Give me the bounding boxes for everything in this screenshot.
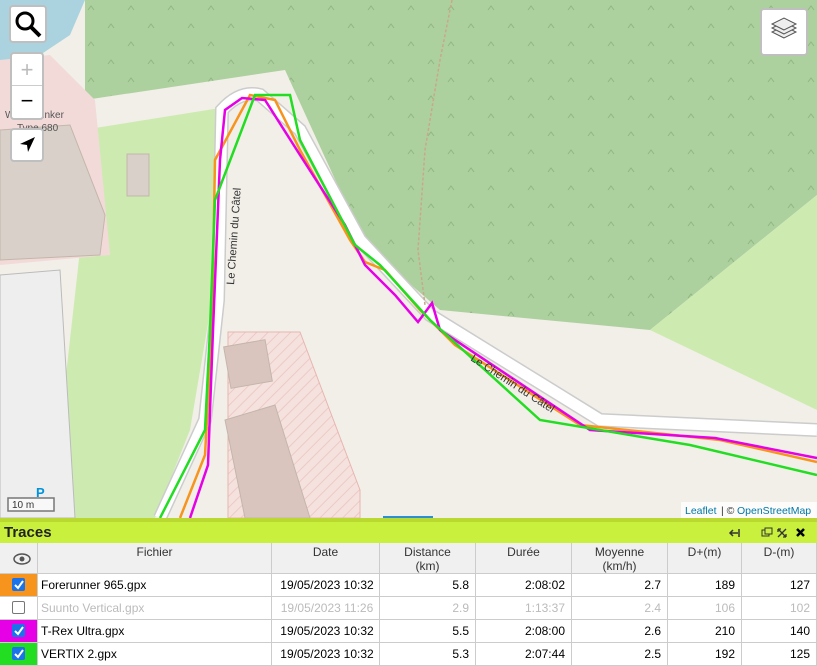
footpath	[417, 0, 453, 306]
column-header[interactable]: D+(m)	[668, 543, 742, 574]
row-color[interactable]	[0, 643, 38, 666]
cell-file[interactable]: T-Rex Ultra.gpx	[38, 620, 272, 643]
parking-label: P	[36, 485, 45, 500]
layers-icon	[770, 17, 798, 39]
checkbox[interactable]	[12, 624, 25, 637]
cell-distance: 5.3	[380, 643, 476, 666]
cell-speed: 2.7	[572, 574, 668, 597]
cell-dplus: 189	[668, 574, 742, 597]
forest	[85, 0, 817, 330]
column-title: Durée	[507, 545, 540, 559]
scale-label: 10 m	[12, 500, 34, 511]
cell-dminus: 125	[742, 643, 817, 666]
cell-file[interactable]: VERTIX 2.gpx	[38, 643, 272, 666]
cell-distance: 5.8	[380, 574, 476, 597]
check-mark	[14, 580, 24, 590]
meadow	[650, 195, 817, 410]
cell-speed: 2.6	[572, 620, 668, 643]
zoom-control: + −	[10, 52, 44, 120]
map: WW2 Bunker Type 680 Le Chemin du Câtel L…	[0, 0, 817, 518]
zoom-in[interactable]: +	[12, 54, 42, 86]
column-header[interactable]: D-(m)	[742, 543, 817, 574]
attribution-bg	[681, 502, 817, 518]
cell-distance: 5.5	[380, 620, 476, 643]
locate-button[interactable]	[10, 128, 44, 162]
panel-border	[0, 518, 817, 522]
row-color[interactable]	[0, 597, 38, 620]
checkbox[interactable]	[12, 601, 25, 614]
column-title: Fichier	[136, 545, 173, 559]
scale-bar	[7, 497, 55, 512]
cell-speed: 2.4	[572, 597, 668, 620]
column-header[interactable]: Distance (km)	[380, 543, 476, 574]
attribution-link[interactable]: Leaflet	[685, 505, 717, 517]
cell-dplus: 210	[668, 620, 742, 643]
cell-duration: 2:07:44	[476, 643, 572, 666]
attribution-link[interactable]: OpenStreetMap	[737, 505, 811, 517]
column-header[interactable]: Date	[272, 543, 380, 574]
road	[155, 88, 817, 518]
building	[224, 404, 311, 518]
panel-tools[interactable]	[728, 526, 813, 540]
column-title: Moyenne	[594, 545, 645, 559]
traces-table: Fichier Date Distance (km) Durée Moyenne (km/h…	[0, 543, 817, 666]
check-mark	[14, 649, 24, 659]
search-button[interactable]	[9, 5, 47, 43]
parking-area	[0, 269, 76, 518]
cell-dplus: 106	[668, 597, 742, 620]
panel-title: Traces	[4, 524, 52, 541]
cell-file[interactable]: Forerunner 965.gpx	[38, 574, 272, 597]
trace-vertix	[158, 93, 817, 518]
search-icon	[15, 11, 42, 38]
cell-dminus: 140	[742, 620, 817, 643]
cell-date: 19/05/2023 10:32	[272, 574, 380, 597]
cell-dminus: 127	[742, 574, 817, 597]
traces-panel: Traces Fichier Date Distance (km) Durée Moyen…	[0, 518, 817, 666]
cell-duration: 2:08:00	[476, 620, 572, 643]
panel-header: Traces	[0, 522, 817, 543]
visibility-header	[0, 543, 38, 574]
column-header[interactable]: Fichier	[38, 543, 272, 574]
row-color[interactable]	[0, 574, 38, 597]
column-title: Distance	[404, 545, 451, 559]
check-mark	[14, 626, 24, 636]
eye-icon	[12, 553, 31, 565]
zoom-out[interactable]: −	[20, 88, 34, 113]
cell-distance: 2.9	[380, 597, 476, 620]
checkbox[interactable]	[12, 578, 25, 591]
cell-speed: 2.5	[572, 643, 668, 666]
column-unit: (km/h)	[602, 559, 637, 573]
column-header[interactable]: Durée	[476, 543, 572, 574]
locate-icon	[20, 137, 35, 152]
checkbox[interactable]	[12, 647, 25, 660]
cell-date: 19/05/2023 10:32	[272, 643, 380, 666]
column-title: D-(m)	[763, 545, 795, 559]
cell-dminus: 102	[742, 597, 817, 620]
cell-dplus: 192	[668, 643, 742, 666]
column-title: D+(m)	[687, 545, 722, 559]
cell-file[interactable]: Suunto Vertical.gpx	[38, 597, 272, 620]
column-header[interactable]: Moyenne (km/h)	[572, 543, 668, 574]
cell-duration: 2:08:02	[476, 574, 572, 597]
resize-handle[interactable]	[383, 516, 433, 518]
row-color[interactable]	[0, 620, 38, 643]
column-unit: (km)	[415, 559, 440, 573]
building	[223, 339, 273, 389]
cell-duration: 1:13:37	[476, 597, 572, 620]
cell-date: 19/05/2023 10:32	[272, 620, 380, 643]
layers-button[interactable]	[760, 8, 808, 56]
attribution-text: | ©	[721, 505, 735, 517]
cell-date: 19/05/2023 11:26	[272, 597, 380, 620]
building	[126, 153, 150, 197]
column-title: Date	[312, 545, 339, 559]
